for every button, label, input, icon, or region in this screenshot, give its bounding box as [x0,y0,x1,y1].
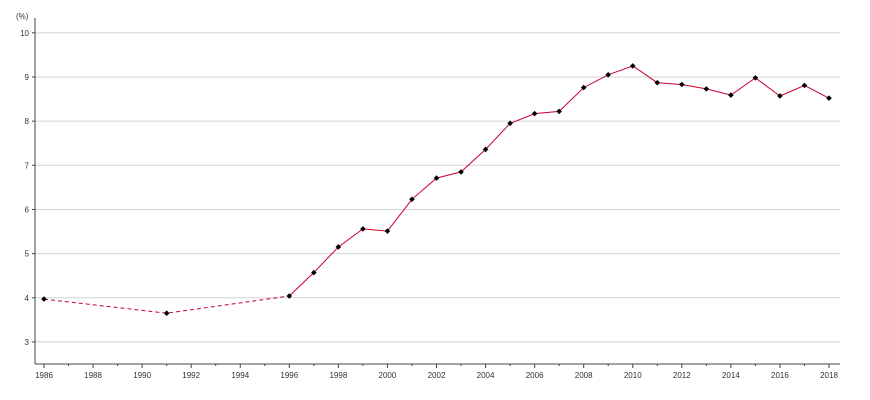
data-point-2018 [826,95,832,101]
x-tick-label: 2018 [820,371,838,380]
x-tick-label: 2014 [722,371,740,380]
data-point-2007 [556,108,562,115]
x-tick-label: 1998 [329,371,347,380]
x-tick-label: 1988 [84,371,102,380]
axes: 3 4 5 6 7 8 9 10 1986 1988 1990 1992 1994 1996 1998 200… [20,18,840,380]
data-point-2004 [482,146,489,153]
x-tick-label: 1994 [231,371,249,380]
data-point-2002 [433,175,440,181]
x-tick-label: 2004 [477,371,495,380]
data-point-2012 [679,81,685,88]
x-tick-label: 2010 [624,371,642,380]
data-point-2015 [752,75,759,81]
data-series [43,65,830,314]
series-line [288,65,830,297]
y-tick-label: 8 [25,117,30,126]
y-tick-label: 5 [25,250,30,259]
x-tick-label: 2000 [379,371,397,380]
data-point-2014 [728,92,734,98]
series-line-dashed [43,295,290,314]
x-tick-label: 1992 [182,371,200,380]
x-tick-label: 1990 [133,371,151,380]
x-tick-label: 1986 [35,371,53,380]
data-point-1998 [335,244,342,250]
data-point-1999 [360,226,366,232]
data-point-2006 [531,110,538,117]
data-point-1986 [41,296,47,302]
x-tick-label: 2012 [673,371,691,380]
y-tick-label: 7 [25,161,30,170]
data-markers [41,63,832,317]
data-point-2016 [777,93,783,99]
y-tick-label: 6 [25,205,30,214]
grid-lines [35,32,840,343]
data-point-1997 [311,269,317,276]
y-tick-label: 10 [20,29,29,38]
data-point-2008 [580,84,587,91]
data-point-2009 [605,71,612,78]
data-point-2000 [384,228,391,234]
data-point-1996 [286,293,293,299]
data-point-2013 [703,86,710,92]
data-point-2005 [507,120,513,127]
data-point-2017 [801,82,808,89]
y-unit-label: (%) [16,12,29,21]
y-tick-label: 9 [25,73,30,82]
data-point-2010 [629,63,636,69]
data-point-2011 [654,79,661,86]
data-point-2001 [409,196,415,203]
x-tick-label: 1996 [280,371,298,380]
x-tick-label: 2016 [771,371,789,380]
data-point-1991 [163,310,170,317]
x-tick-label: 2002 [428,371,446,380]
data-point-2003 [458,169,464,175]
y-tick-label: 4 [25,294,30,303]
x-tick-label: 2008 [575,371,593,380]
x-tick-label: 2006 [526,371,544,380]
y-tick-label: 3 [25,338,30,347]
